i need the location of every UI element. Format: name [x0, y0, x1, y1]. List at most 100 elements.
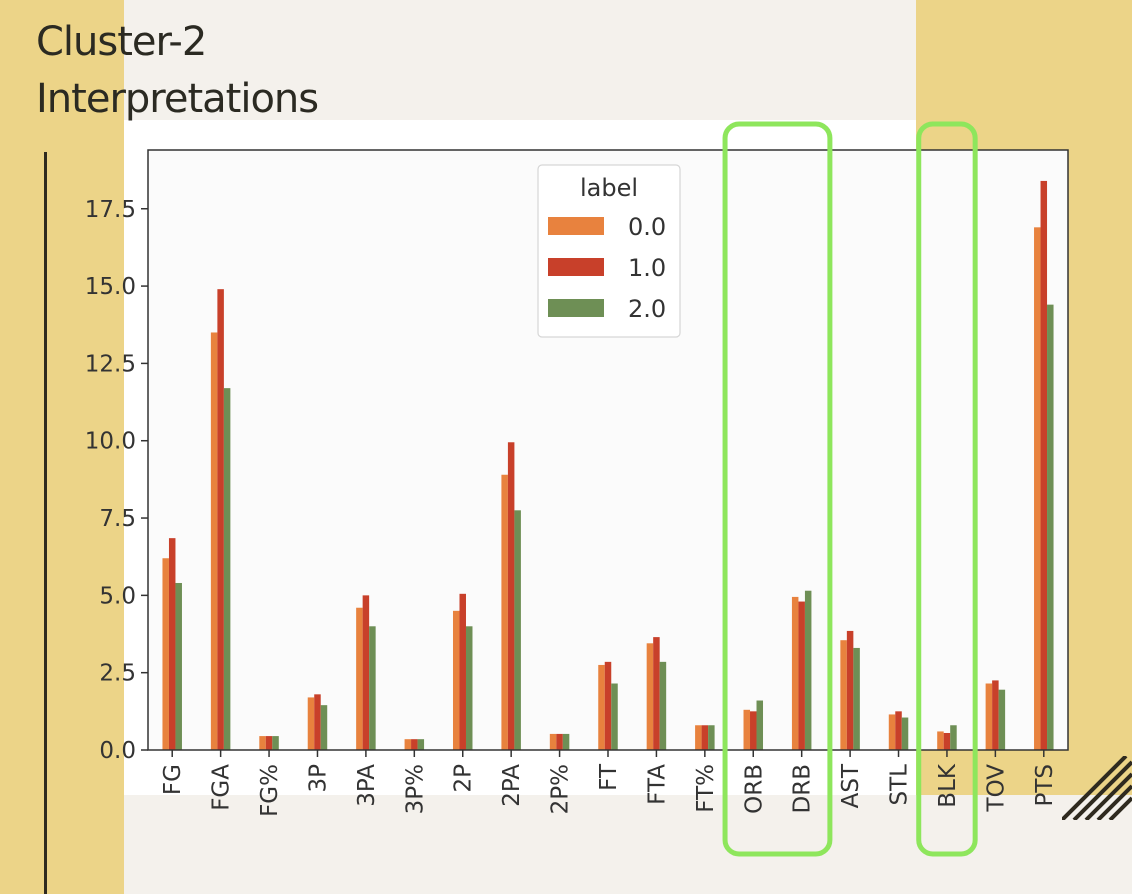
x-tick-label: BLK — [935, 763, 961, 808]
bar — [314, 694, 321, 750]
bar — [901, 717, 909, 750]
bar — [259, 736, 266, 750]
bar — [356, 607, 363, 750]
bar — [452, 610, 460, 750]
bar — [369, 626, 376, 750]
bar — [404, 739, 412, 750]
hatch-decoration — [1062, 756, 1132, 820]
bar — [943, 732, 951, 750]
legend-title: label — [580, 174, 638, 202]
bar — [840, 640, 847, 750]
bar — [611, 683, 618, 750]
x-tick-label: 2P — [451, 764, 477, 793]
x-tick-label: ORB — [741, 764, 767, 814]
bar — [701, 725, 709, 750]
bar — [175, 582, 182, 750]
x-tick-label: FG — [160, 764, 186, 795]
y-tick-label: 17.5 — [85, 197, 136, 223]
legend-label: 1.0 — [628, 254, 666, 282]
bar — [743, 709, 751, 750]
bar — [985, 683, 993, 750]
bar — [168, 538, 176, 750]
bar — [223, 388, 231, 750]
bar — [895, 711, 902, 750]
bar — [320, 705, 328, 750]
bottom-backdrop — [124, 795, 1132, 894]
x-tick-label: 2P% — [548, 764, 574, 814]
bar — [162, 558, 169, 750]
bar — [465, 626, 473, 750]
bar — [549, 733, 557, 750]
legend-box — [537, 164, 681, 338]
bar — [853, 647, 860, 750]
legend-swatch — [548, 299, 604, 317]
legend-label: 0.0 — [628, 213, 666, 241]
bar — [307, 697, 315, 750]
bar — [459, 593, 466, 750]
slide-title-line: Interpretations — [36, 76, 319, 122]
bar — [411, 739, 418, 750]
bar — [507, 442, 515, 750]
x-tick-label: TOV — [983, 764, 1009, 813]
bar — [1034, 227, 1041, 750]
bar — [750, 711, 757, 750]
x-tick-label: FTA — [644, 764, 670, 805]
x-tick-label: FGA — [209, 764, 235, 811]
legend-swatch — [548, 258, 604, 276]
bar — [210, 332, 218, 750]
bar — [514, 510, 521, 750]
left-panel — [0, 0, 124, 894]
bar — [798, 601, 805, 750]
bar — [708, 725, 715, 750]
bar — [501, 474, 508, 750]
top-backdrop — [124, 0, 916, 120]
bar — [695, 725, 702, 750]
highlight-box — [916, 121, 978, 857]
bar — [556, 733, 563, 750]
bar — [791, 596, 799, 750]
y-tick-label: 0.0 — [99, 738, 136, 764]
legend-swatch — [548, 217, 604, 235]
highlight-box — [722, 121, 833, 857]
bar — [646, 643, 654, 750]
bar — [998, 689, 1006, 750]
y-tick-label: 5.0 — [99, 583, 136, 609]
plot-frame — [147, 149, 1069, 751]
bar — [653, 637, 660, 750]
bar — [562, 733, 570, 750]
x-tick-label: DRB — [790, 764, 816, 813]
x-tick-label: 3P% — [402, 764, 428, 814]
legend-label: 2.0 — [628, 295, 666, 323]
bar — [846, 630, 854, 750]
y-tick-label: 15.0 — [85, 274, 136, 300]
slide-title-line: Cluster-2 — [36, 19, 207, 65]
x-tick-label: FT% — [693, 764, 719, 813]
bar — [417, 739, 425, 750]
x-tick-label: FG% — [257, 764, 283, 817]
bar — [265, 736, 273, 750]
bar — [804, 590, 812, 750]
vertical-rule — [44, 152, 47, 894]
x-tick-label: 3P — [305, 764, 331, 793]
x-tick-label: AST — [838, 763, 864, 808]
bar — [756, 700, 764, 750]
bar — [604, 661, 612, 750]
y-tick-label: 12.5 — [85, 351, 136, 377]
bar — [598, 664, 605, 750]
bar — [950, 725, 957, 750]
bar — [272, 736, 279, 750]
y-tick-label: 10.0 — [85, 429, 136, 455]
bar — [217, 289, 224, 750]
slide-title: Cluster-2 Interpretations — [36, 14, 319, 128]
x-tick-label: 3PA — [354, 764, 380, 807]
x-tick-label: 2PA — [499, 764, 525, 807]
y-tick-label: 7.5 — [99, 506, 136, 532]
bar — [888, 714, 896, 750]
bar — [362, 595, 370, 750]
x-tick-label: PTS — [1032, 764, 1058, 807]
bar — [937, 731, 944, 750]
y-tick-label: 2.5 — [99, 661, 136, 687]
bar — [659, 661, 667, 750]
bar — [992, 680, 999, 750]
x-tick-label: FT — [596, 763, 622, 791]
